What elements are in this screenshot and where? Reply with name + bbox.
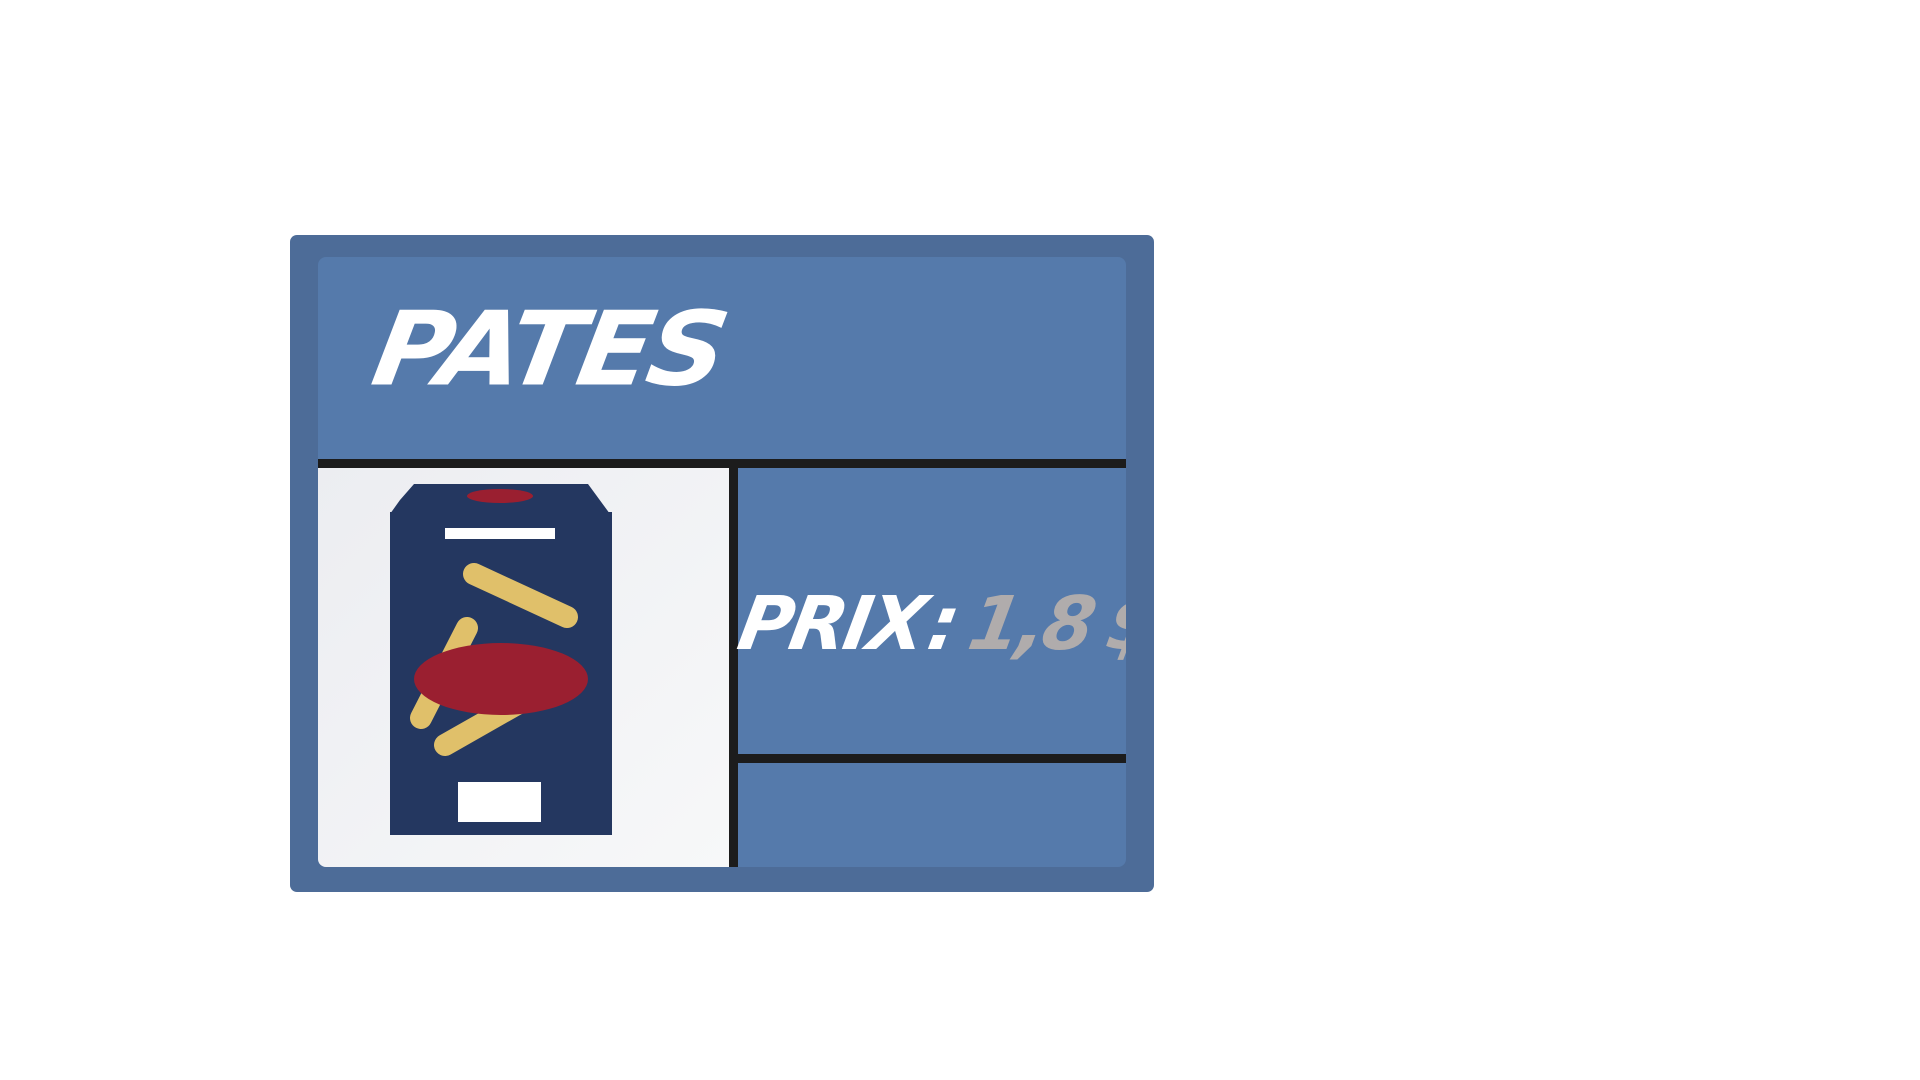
- column-divider: [729, 468, 738, 867]
- product-title: PATES: [364, 290, 734, 410]
- pasta-box-icon: [390, 484, 612, 835]
- price-line: PRIX:1,8$: [732, 581, 1126, 667]
- title-divider: [318, 459, 1126, 468]
- price-label: PRIX: [731, 581, 931, 667]
- price-currency: $: [1100, 581, 1126, 667]
- price-value: 1,8: [962, 581, 1100, 667]
- product-image-panel: [318, 468, 729, 867]
- empty-info-slot: [738, 763, 1126, 867]
- product-card: PATES PRIX:1,8$: [290, 235, 1154, 892]
- price-divider: [738, 754, 1126, 763]
- product-card-inner: PATES PRIX:1,8$: [318, 257, 1126, 867]
